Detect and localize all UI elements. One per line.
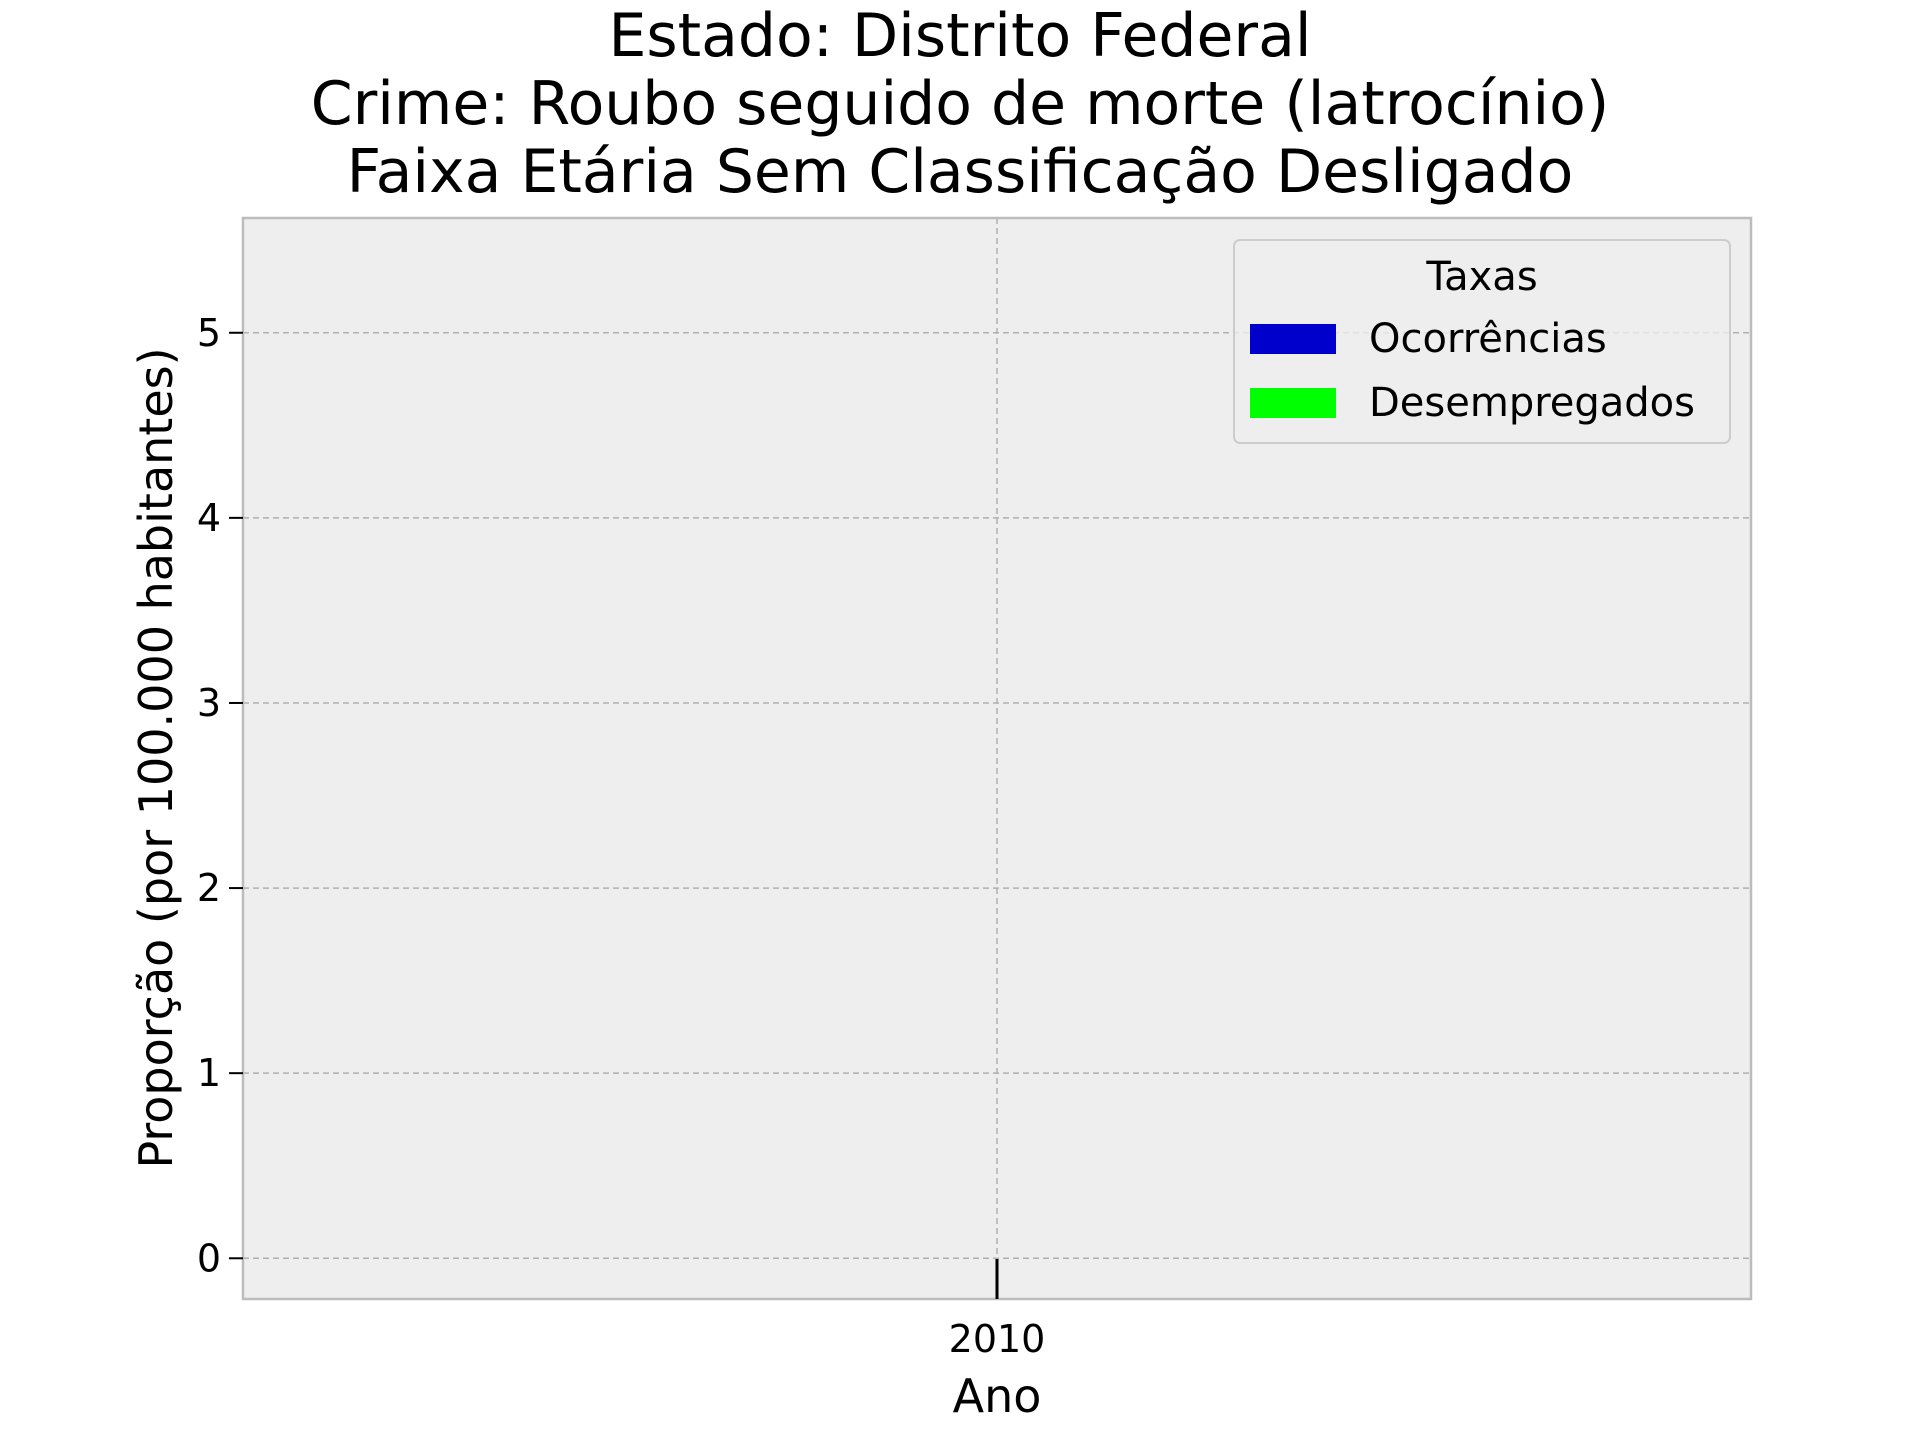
legend-box [1233, 239, 1731, 444]
y-tick-label: 3 [197, 681, 221, 725]
legend-title: Taxas [1425, 254, 1537, 300]
grid-lines [243, 218, 1751, 1299]
y-tick-label: 1 [197, 1051, 221, 1095]
y-axis-ticks: 0 1 2 3 4 5 [197, 311, 243, 1280]
legend-label-desempregados: Desempregados [1369, 380, 1695, 426]
y-tick-label: 5 [197, 311, 221, 355]
x-tick-label: 2010 [949, 1317, 1046, 1361]
y-axis-label: Proporção (por 100.000 habitantes) [129, 347, 183, 1168]
title-line-state: Estado: Distrito Federal [608, 1, 1312, 71]
x-axis-label: Ano [953, 1369, 1042, 1423]
legend-swatch-ocorrencias [1250, 324, 1336, 354]
title-line-crime: Crime: Roubo seguido de morte (latrocíni… [310, 69, 1610, 139]
legend-label-ocorrencias: Ocorrências [1369, 316, 1607, 362]
legend: Taxas Ocorrências Desempregados [1233, 239, 1731, 444]
legend-swatch-desempregados [1250, 388, 1336, 418]
y-tick-label: 2 [197, 866, 221, 910]
title-line-age-group: Faixa Etária Sem Classificação Desligado [346, 137, 1574, 207]
y-tick-label: 4 [197, 496, 221, 540]
x-axis-ticks: 2010 [949, 1259, 1046, 1361]
y-tick-label: 0 [197, 1236, 221, 1280]
